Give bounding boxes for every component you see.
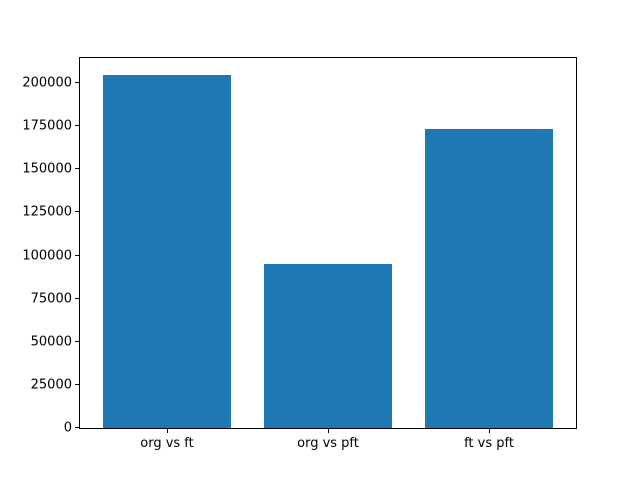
y-tick-label: 175000 [22, 118, 72, 134]
bar-org-vs-pft [263, 264, 393, 428]
y-tick-label: 75000 [30, 291, 72, 307]
x-tick-label: org vs pft [297, 436, 359, 451]
x-tick-mark [328, 429, 329, 433]
y-tick-label: 125000 [22, 204, 72, 220]
y-tick-mark [75, 125, 79, 127]
y-tick-mark [75, 427, 79, 428]
x-tick-mark [167, 429, 168, 433]
bar-ft-vs-pft [424, 129, 554, 428]
y-tick-mark [75, 383, 79, 385]
y-tick-mark [75, 254, 79, 256]
y-tick-label: 0 [63, 420, 72, 436]
plot-area: 0 25000 50000 75000 100000 125000 150000 175000… [22, 57, 577, 450]
y-tick-mark [75, 340, 79, 342]
y-tick-label: 200000 [22, 75, 72, 91]
y-tick-mark [75, 82, 79, 83]
y-tick-mark [75, 297, 79, 299]
x-tick-mark [489, 429, 490, 433]
x-tick-label: ft vs pft [464, 436, 514, 451]
y-tick-label: 50000 [30, 334, 72, 350]
y-tick-mark [75, 168, 79, 170]
bar-org-vs-ft [102, 75, 232, 428]
y-tick-mark [75, 211, 79, 213]
y-tick-label: 150000 [22, 161, 72, 177]
x-tick-label: org vs ft [140, 436, 194, 451]
y-tick-label: 100000 [22, 248, 72, 263]
y-tick-label: 25000 [30, 377, 72, 393]
